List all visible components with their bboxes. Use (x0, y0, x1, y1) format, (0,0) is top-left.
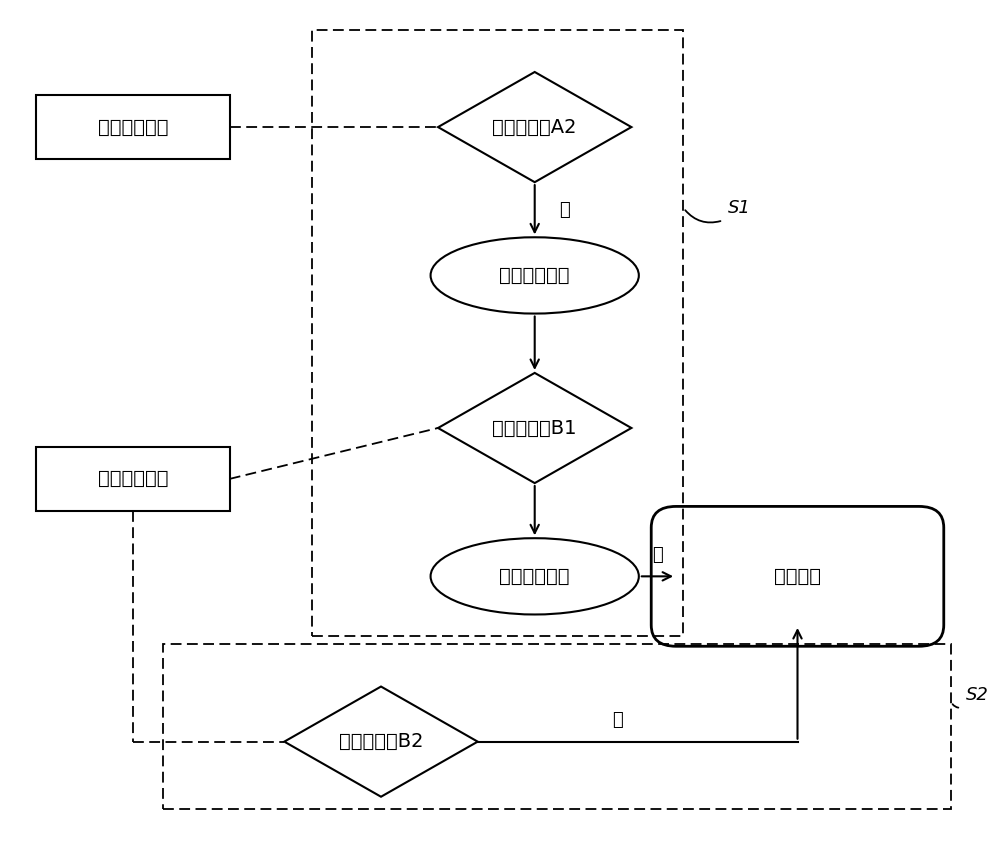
Bar (312, 30, 683, 636)
Text: 匹配度大于B2: 匹配度大于B2 (339, 732, 423, 751)
Text: 确认候选: 确认候选 (774, 567, 821, 586)
Text: 是: 是 (652, 546, 663, 564)
Text: 是: 是 (560, 200, 570, 219)
Text: S1: S1 (728, 199, 751, 217)
Text: 第一识别部分: 第一识别部分 (98, 117, 168, 137)
Text: 匹配度大于A2: 匹配度大于A2 (492, 117, 577, 137)
Text: 匹配度大于B1: 匹配度大于B1 (492, 419, 577, 437)
Bar (163, 645, 951, 810)
Text: 第二候选合集: 第二候选合集 (499, 567, 570, 586)
Bar (36, 447, 230, 511)
Bar (36, 95, 230, 159)
Text: S2: S2 (966, 686, 989, 704)
Text: 是: 是 (612, 711, 623, 729)
Text: 第一候选合集: 第一候选合集 (499, 266, 570, 285)
Text: 第二识别部分: 第二识别部分 (98, 469, 168, 489)
